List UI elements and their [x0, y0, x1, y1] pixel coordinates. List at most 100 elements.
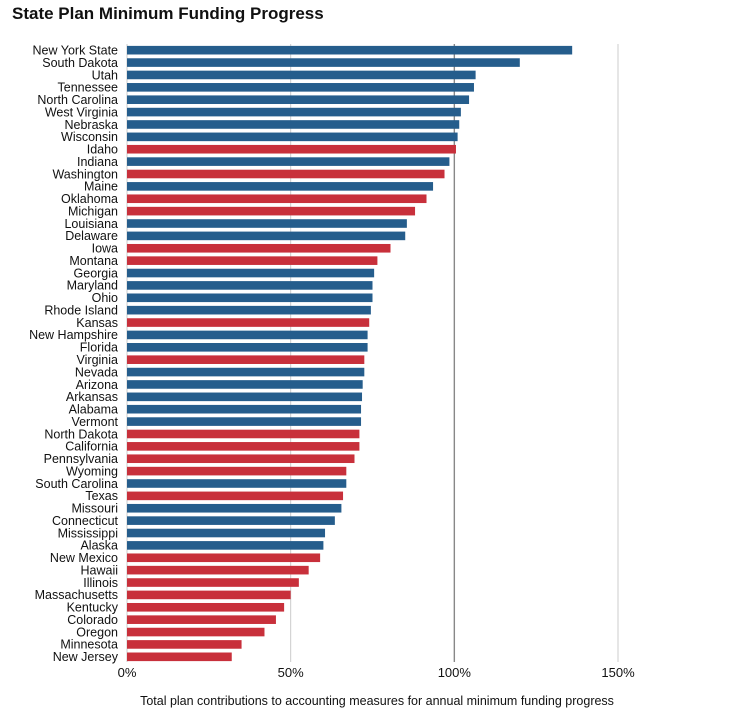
- bar: [127, 206, 416, 216]
- bar: [127, 107, 461, 117]
- y-tick-label: Missouri: [71, 502, 118, 516]
- y-tick-label: Louisiana: [64, 217, 118, 231]
- bar: [127, 466, 347, 476]
- bar: [127, 194, 427, 204]
- y-tick-label: Connecticut: [52, 514, 119, 528]
- y-tick-label: Maryland: [67, 279, 118, 293]
- bar: [127, 442, 360, 451]
- y-tick-label: Arkansas: [66, 390, 118, 404]
- bar: [127, 70, 476, 80]
- x-tick-label: 50%: [278, 665, 304, 680]
- bar: [127, 231, 406, 241]
- x-axis-label: Total plan contributions to accounting m…: [140, 694, 614, 708]
- bar: [127, 503, 342, 513]
- y-tick-label: New Mexico: [50, 551, 118, 565]
- bar: [127, 516, 335, 525]
- y-tick-label: Nevada: [75, 365, 118, 379]
- bar: [127, 565, 309, 575]
- bar: [127, 95, 470, 105]
- bar: [127, 256, 378, 265]
- y-tick-label: Colorado: [67, 613, 118, 627]
- y-tick-label: California: [65, 440, 118, 454]
- bar: [127, 380, 363, 389]
- y-tick-label: Alabama: [69, 403, 118, 417]
- x-tick-label: 0%: [118, 665, 137, 680]
- y-tick-label: Delaware: [65, 229, 118, 243]
- bar: [127, 429, 360, 439]
- y-tick-label: Idaho: [87, 143, 118, 157]
- y-tick-label: Wyoming: [66, 464, 118, 478]
- bar: [127, 454, 355, 464]
- bar: [127, 491, 344, 501]
- bar: [127, 528, 326, 538]
- y-tick-label: Minnesota: [60, 638, 118, 652]
- bar: [127, 417, 362, 426]
- bar: [127, 83, 474, 92]
- y-tick-label: Rhode Island: [44, 303, 118, 317]
- bar: [127, 479, 347, 488]
- y-tick-label: Tennessee: [58, 81, 119, 95]
- y-tick-label: Utah: [92, 68, 118, 82]
- y-tick-label: North Dakota: [44, 427, 118, 441]
- y-tick-label: Arizona: [76, 378, 118, 392]
- bar: [127, 652, 232, 662]
- y-tick-label: Oklahoma: [61, 192, 118, 206]
- y-tick-label: Iowa: [92, 242, 118, 256]
- y-tick-label: New York State: [33, 43, 119, 57]
- bar: [127, 305, 371, 315]
- y-tick-label: Montana: [69, 254, 118, 268]
- y-tick-label: Pennsylvania: [44, 452, 118, 466]
- y-tick-label: North Carolina: [37, 93, 118, 107]
- y-tick-label: New Jersey: [53, 650, 119, 664]
- y-tick-label: Virginia: [77, 353, 119, 367]
- bar: [127, 627, 265, 637]
- y-tick-label: Kentucky: [67, 601, 119, 615]
- y-tick-label: South Carolina: [35, 477, 118, 491]
- bar: [127, 404, 362, 414]
- bar: [127, 293, 373, 303]
- bar: [127, 182, 434, 191]
- y-tick-label: Mississippi: [58, 526, 118, 540]
- bar: [127, 343, 368, 352]
- y-tick-label: Nebraska: [65, 118, 119, 132]
- x-tick-label: 100%: [438, 665, 472, 680]
- bar: [127, 144, 456, 154]
- y-tick-label: Maine: [84, 180, 118, 194]
- bar: [127, 268, 375, 278]
- y-tick-label: Ohio: [92, 291, 118, 305]
- bar: [127, 281, 373, 290]
- bar: [127, 330, 368, 340]
- bar: [127, 169, 445, 179]
- bar: [127, 578, 299, 587]
- bar: [127, 367, 365, 377]
- bar: [127, 553, 321, 563]
- y-tick-label: South Dakota: [42, 56, 118, 70]
- bar: [127, 243, 391, 253]
- y-tick-label: Massachusetts: [35, 588, 118, 602]
- y-tick-label: Hawaii: [80, 563, 118, 577]
- bar: [127, 590, 291, 600]
- bar: [127, 132, 458, 142]
- bar: [127, 541, 324, 550]
- bar: [127, 615, 276, 624]
- y-tick-label: New Hampshire: [29, 328, 118, 342]
- bar: [127, 602, 285, 612]
- y-tick-label: Indiana: [77, 155, 118, 169]
- bar: [127, 157, 450, 166]
- y-tick-label: Oregon: [76, 625, 118, 639]
- bar: [127, 640, 242, 649]
- y-tick-label: Illinois: [83, 576, 118, 590]
- y-tick-label: Kansas: [76, 316, 118, 330]
- bar: [127, 219, 407, 228]
- y-tick-label: Wisconsin: [61, 130, 118, 144]
- x-tick-label: 150%: [601, 665, 635, 680]
- bar: [127, 58, 520, 67]
- bar: [127, 45, 573, 55]
- y-tick-label: Georgia: [74, 266, 119, 280]
- y-tick-label: Alaska: [80, 539, 118, 553]
- y-tick-label: Texas: [85, 489, 118, 503]
- chart-title: State Plan Minimum Funding Progress: [12, 4, 324, 23]
- y-tick-label: Washington: [52, 167, 118, 181]
- y-tick-label: Michigan: [68, 204, 118, 218]
